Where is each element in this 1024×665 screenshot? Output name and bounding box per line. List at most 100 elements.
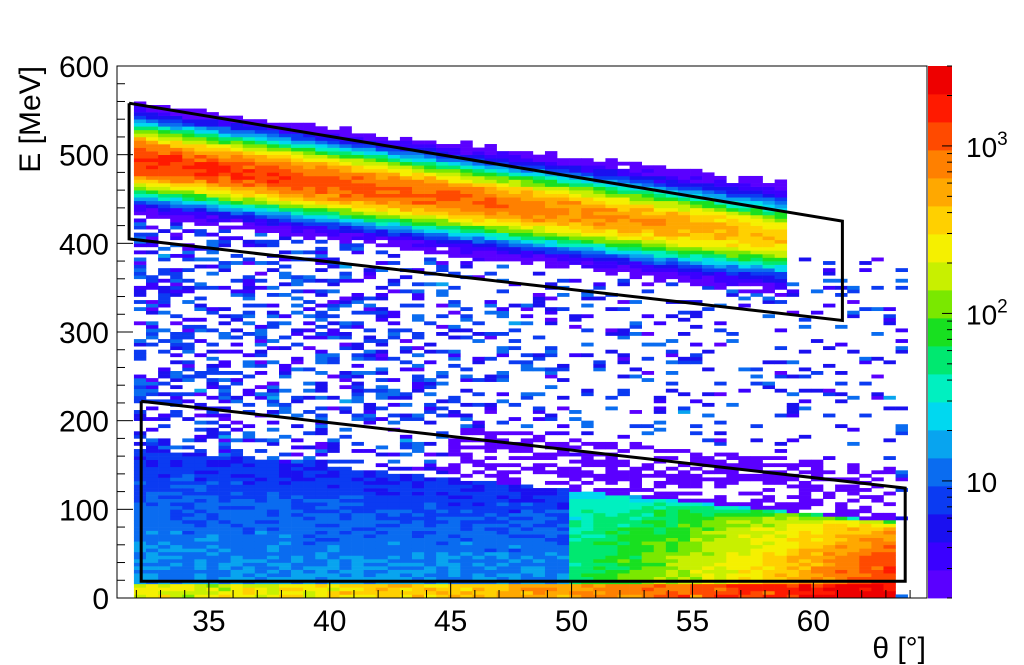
heatmap-cell xyxy=(581,253,594,258)
heatmap-cell xyxy=(702,186,715,191)
heatmap-cell xyxy=(194,477,207,482)
heatmap-cell xyxy=(629,410,642,414)
heatmap-cell xyxy=(436,186,449,191)
heatmap-cell xyxy=(835,548,848,553)
heatmap-cell xyxy=(617,257,630,262)
heatmap-cell xyxy=(496,587,509,592)
heatmap-cell xyxy=(665,250,679,255)
heatmap-cell xyxy=(254,505,268,510)
heatmap-cell xyxy=(133,356,147,361)
heatmap-cell xyxy=(557,495,570,499)
heatmap-cell xyxy=(484,488,497,492)
heatmap-cell xyxy=(448,193,461,198)
heatmap-cell xyxy=(242,289,256,294)
heatmap-cell xyxy=(484,590,497,595)
heatmap-cell xyxy=(786,562,800,567)
heatmap-cell xyxy=(605,498,618,503)
heatmap-cell xyxy=(677,278,691,283)
heatmap-cell xyxy=(665,530,679,535)
heatmap-cell xyxy=(690,229,703,233)
heatmap-cell xyxy=(146,427,159,432)
heatmap-cell xyxy=(774,534,788,539)
heatmap-cell xyxy=(496,207,509,212)
heatmap-cell xyxy=(690,516,703,521)
heatmap-cell xyxy=(424,491,437,496)
heatmap-cell xyxy=(750,183,763,187)
heatmap-cell xyxy=(544,590,558,595)
heatmap-cell xyxy=(786,463,800,468)
heatmap-cell xyxy=(170,222,183,226)
heatmap-cell xyxy=(472,151,485,155)
heatmap-cell xyxy=(339,502,352,507)
heatmap-cell xyxy=(762,541,775,546)
heatmap-cell xyxy=(726,271,739,276)
heatmap-cell xyxy=(508,502,522,507)
heatmap-cell xyxy=(351,214,364,219)
heatmap-cell xyxy=(303,133,316,138)
heatmap-cell xyxy=(714,519,727,524)
heatmap-cell xyxy=(702,459,715,464)
heatmap-cell xyxy=(532,303,546,308)
heatmap-cell xyxy=(133,115,147,120)
heatmap-cell xyxy=(484,466,497,471)
heatmap-cell xyxy=(581,183,594,187)
heatmap-cell xyxy=(170,175,183,180)
heatmap-cell xyxy=(279,190,292,194)
heatmap-cell xyxy=(665,534,679,539)
heatmap-cell xyxy=(133,239,147,244)
heatmap-cell xyxy=(170,456,183,460)
heatmap-cell xyxy=(194,512,207,517)
heatmap-cell xyxy=(436,282,449,287)
heatmap-cell xyxy=(327,491,340,496)
heatmap-cell xyxy=(194,296,207,301)
heatmap-cell xyxy=(170,392,183,397)
heatmap-cell xyxy=(738,530,751,535)
heatmap-cell xyxy=(291,576,304,581)
heatmap-cell xyxy=(399,158,413,163)
heatmap-cell xyxy=(750,551,763,556)
heatmap-cell xyxy=(448,353,461,358)
heatmap-cell xyxy=(339,399,352,404)
heatmap-cell xyxy=(375,558,389,563)
heatmap-cell xyxy=(279,292,292,297)
heatmap-cell xyxy=(798,388,812,393)
heatmap-cell xyxy=(399,516,413,521)
heatmap-cell xyxy=(460,229,473,233)
heatmap-cell xyxy=(593,225,606,230)
heatmap-cell xyxy=(436,491,449,496)
heatmap-cell xyxy=(786,512,800,517)
heatmap-cell xyxy=(218,392,231,397)
heatmap-cell xyxy=(303,126,316,131)
heatmap-cell xyxy=(774,300,788,304)
heatmap-cell xyxy=(303,204,316,209)
heatmap-cell xyxy=(436,431,449,436)
heatmap-cell xyxy=(315,417,328,421)
heatmap-cell xyxy=(436,534,449,539)
heatmap-cell xyxy=(641,214,655,219)
heatmap-cell xyxy=(508,197,522,202)
heatmap-cell xyxy=(641,193,655,198)
heatmap-cell xyxy=(629,466,642,471)
heatmap-cell xyxy=(835,551,848,556)
heatmap-cell xyxy=(411,488,425,492)
heatmap-cell xyxy=(557,158,570,163)
heatmap-cell xyxy=(182,583,195,588)
heatmap-cell xyxy=(593,558,606,563)
heatmap-cell xyxy=(424,144,437,148)
heatmap-cell xyxy=(508,558,522,563)
heatmap-cell xyxy=(182,544,195,549)
heatmap-cell xyxy=(194,200,207,205)
heatmap-cell xyxy=(750,583,763,588)
heatmap-cell xyxy=(641,207,655,212)
heatmap-cell xyxy=(146,576,159,581)
heatmap-cell xyxy=(182,119,195,124)
heatmap-cell xyxy=(798,541,812,546)
heatmap-cell xyxy=(460,154,473,159)
heatmap-cell xyxy=(133,353,147,358)
heatmap-cell xyxy=(798,463,812,468)
heatmap-cell xyxy=(677,183,691,187)
heatmap-cell xyxy=(182,456,195,460)
heatmap-cell xyxy=(714,190,727,194)
heatmap-cell xyxy=(641,250,655,255)
heatmap-cell xyxy=(605,523,618,528)
